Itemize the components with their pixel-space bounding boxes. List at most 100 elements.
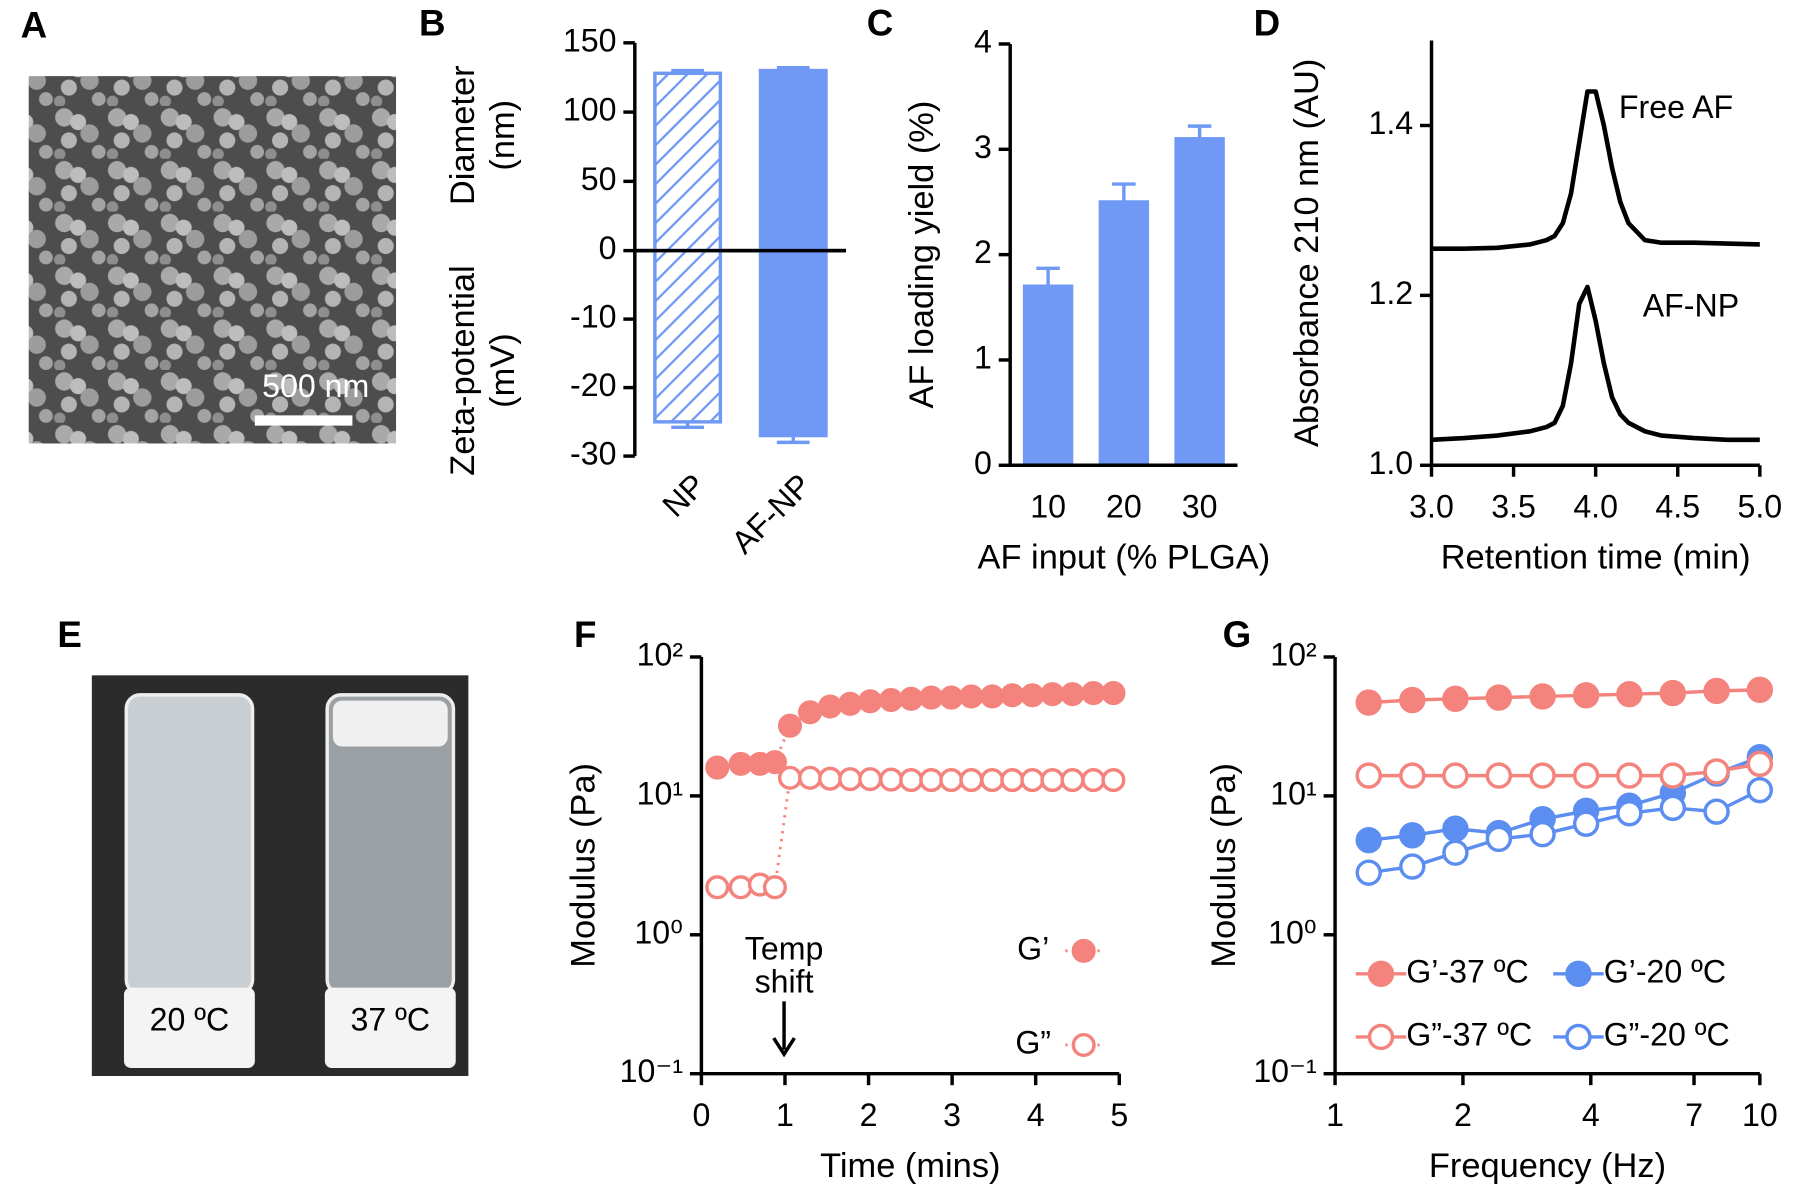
point [1659,762,1687,789]
vial-cap [123,987,255,1068]
trace [1431,284,1760,443]
legend-marker [1367,1023,1395,1051]
x-tick-label: 5 [1110,1097,1128,1133]
y-tick-label: 0 [974,445,992,481]
point [1355,826,1382,854]
trace-label: AF-NP [1643,287,1739,323]
y-tick-label: 10² [1270,636,1317,672]
y-tick-label: 10¹ [637,775,683,811]
panel-letter: D [1254,2,1281,43]
x-tick-label: 10 [1030,488,1066,524]
y-tick-label: 10⁰ [1268,914,1317,950]
point [879,687,904,713]
series-line [1368,688,1760,705]
point [1101,681,1126,706]
x-axis-label: AF input (% PLGA) [978,539,1271,577]
x-tick-label: 1 [776,1097,794,1133]
point [1355,859,1382,886]
point [1572,810,1600,837]
point [1485,684,1513,711]
point [1529,762,1556,789]
point [939,685,964,710]
legend-marker [1071,938,1096,963]
y-axis-label: Diameter [444,65,482,205]
x-tick-label: AF-NP [724,467,818,561]
point [980,684,1005,709]
bar [1174,137,1225,468]
legend-marker [1367,960,1395,988]
x-tick-label: 0 [692,1097,710,1133]
legend-label: G’-37 ºC [1406,953,1528,989]
y-axis-label: Modulus (Pa) [565,763,603,968]
point [1101,768,1126,793]
point [959,768,984,793]
y-tick-label: 10¹ [1270,775,1316,811]
point [939,768,964,793]
point [762,875,787,900]
point [777,713,803,738]
vial-cap [324,987,456,1068]
series-line [717,776,1114,889]
panel-letter: B [419,2,446,43]
gel-top [332,700,448,747]
y-tick-label: 10⁻¹ [1253,1053,1316,1089]
point [1442,815,1469,842]
panel-a: A 500 nm [21,5,397,444]
bar [758,248,828,438]
point [858,767,883,792]
scale-bar-label: 500 nm [262,368,369,404]
x-tick-label: 1 [1326,1097,1344,1133]
y-tick-label: 50 [581,161,617,197]
point [1399,822,1426,849]
bar [653,248,723,424]
point [1703,798,1730,825]
annotation: Temp [745,930,824,966]
point [1616,800,1643,827]
point [1399,686,1426,714]
y-axis-label: Zeta-potential [444,265,482,475]
point [899,686,924,711]
point [919,768,944,793]
point [1442,839,1469,866]
point [1529,683,1556,710]
point [1703,758,1730,785]
y-tick-label: 2 [974,234,992,270]
point [1746,776,1774,804]
x-tick-label: 3.0 [1409,488,1454,524]
y-tick-label: 10² [637,636,684,672]
point [838,691,863,716]
x-tick-label: 2 [1454,1097,1472,1133]
point [1746,676,1774,704]
y-axis-label: Absorbance 210 nm (AU) [1288,59,1326,447]
bar [653,71,723,253]
point [1399,762,1426,789]
point [1060,682,1085,707]
legend-label: G’ [1017,930,1049,966]
point [919,685,944,710]
panel-letter: E [57,614,82,655]
annotation: shift [755,964,814,1000]
point [797,700,823,725]
y-tick-label: 4 [974,23,992,59]
legend-marker [1565,1023,1592,1051]
point [777,765,803,790]
panel-letter: G [1223,614,1252,655]
x-tick-label: 4 [1027,1097,1045,1133]
y-tick-label: 150 [563,22,617,58]
point [797,765,823,790]
trace [1431,89,1760,251]
y-tick-label: -30 [570,436,616,472]
panel-letter: C [867,2,894,43]
point [1020,683,1045,708]
x-tick-label: 7 [1685,1097,1703,1133]
y-tick-label: 1.2 [1368,275,1413,311]
point [980,768,1005,793]
legend-label: G”-37 ºC [1406,1016,1532,1052]
x-tick-label: 4.5 [1655,488,1700,524]
x-axis-label: Frequency (Hz) [1429,1147,1666,1185]
point [1485,825,1513,853]
y-axis-label: (mV) [484,333,522,408]
legend-label: G”-20 ºC [1604,1016,1730,1052]
